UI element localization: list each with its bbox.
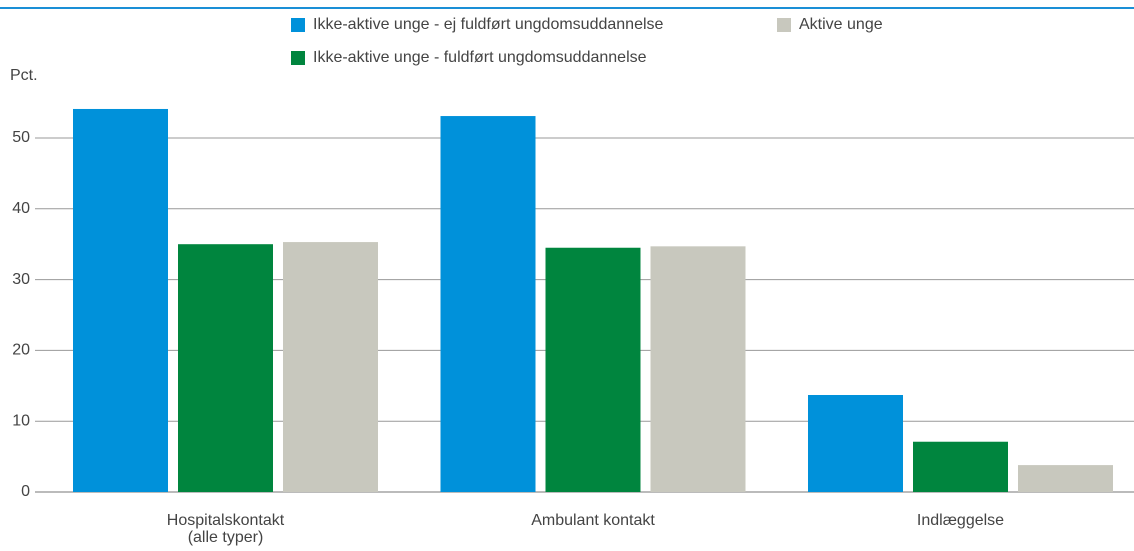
y-tick-label: 50 [12, 129, 30, 146]
legend-label: Aktive unge [799, 16, 883, 33]
legend-swatch [291, 51, 305, 65]
y-tick-label: 20 [12, 342, 30, 359]
x-tick-label: Hospitalskontakt (alle typer) [166, 512, 285, 546]
y-tick-label: 0 [21, 483, 30, 500]
bar [440, 116, 536, 492]
bar [545, 247, 641, 492]
y-tick-label: 40 [12, 200, 30, 217]
bar [283, 242, 378, 492]
x-tick-label: Ambulant kontakt [531, 512, 655, 529]
legend-swatch [777, 18, 791, 32]
bar [913, 441, 1008, 492]
bar [650, 246, 746, 492]
legend-label: Ikke-aktive unge - fuldført ungdomsuddan… [313, 49, 647, 66]
legend-swatch [291, 18, 305, 32]
bar [73, 108, 168, 493]
bar [1018, 465, 1113, 492]
x-tick-label: Indlæggelse [916, 512, 1005, 529]
legend-label: Ikke-aktive unge - ej fuldført ungdomsud… [313, 16, 664, 33]
y-tick-label: 10 [12, 412, 30, 429]
y-tick-label: 30 [12, 271, 30, 288]
y-axis-label: Pct. [10, 67, 38, 84]
bar [178, 244, 273, 492]
bar [808, 395, 903, 492]
